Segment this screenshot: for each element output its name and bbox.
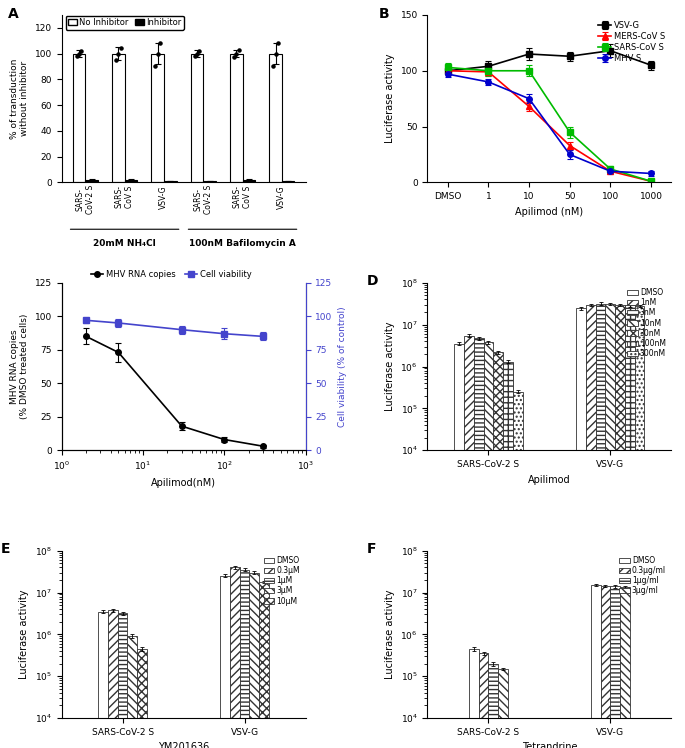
Text: 20mM NH₄Cl: 20mM NH₄Cl (93, 239, 156, 248)
Bar (469, 649, 479, 748)
Point (273, 37, 284, 49)
Y-axis label: % of transduction
without inhibitor: % of transduction without inhibitor (10, 58, 29, 139)
Bar (493, 352, 503, 748)
Legend: DMSO, 1nM, 3nM, 10nM, 30nM, 100nM, 300nM: DMSO, 1nM, 3nM, 10nM, 30nM, 100nM, 300nM (625, 286, 667, 360)
Y-axis label: Luciferase activity: Luciferase activity (385, 54, 395, 144)
Bar (190, 54, 203, 183)
Bar (282, 181, 295, 183)
Bar (454, 344, 464, 748)
Point (155, 37, 166, 49)
Text: D: D (366, 275, 378, 289)
Bar (610, 586, 620, 748)
Point (76, 45, 87, 57)
Bar (635, 306, 645, 748)
Legend: DMSO, 0.3μg/ml, 1μg/ml, 3μg/ml: DMSO, 0.3μg/ml, 1μg/ml, 3μg/ml (617, 554, 667, 597)
Bar (125, 180, 137, 183)
Bar (620, 587, 630, 748)
Legend: DMSO, 0.3μM, 1μM, 3μM, 10μM: DMSO, 0.3μM, 1μM, 3μM, 10μM (262, 554, 301, 607)
Point (192, 48, 203, 60)
Bar (137, 649, 147, 748)
X-axis label: Tetrandrine: Tetrandrine (521, 742, 577, 748)
Bar (118, 613, 127, 748)
Point (189, 50, 200, 62)
Point (150, 61, 161, 73)
X-axis label: Apilimod: Apilimod (528, 474, 571, 485)
Bar (464, 336, 474, 748)
Bar (576, 308, 586, 748)
Point (113, 48, 124, 60)
Bar (86, 180, 98, 183)
Text: B: B (379, 7, 389, 21)
Bar (498, 669, 508, 748)
X-axis label: YM201636: YM201636 (158, 742, 209, 748)
Bar (203, 181, 216, 183)
Bar (591, 585, 601, 748)
Text: A: A (8, 7, 18, 21)
Bar (230, 54, 242, 183)
Point (233, 43, 244, 55)
Bar (513, 392, 523, 748)
Bar (479, 654, 488, 748)
Bar (484, 343, 493, 748)
Point (73, 48, 84, 60)
Point (71, 50, 82, 62)
Bar (108, 610, 118, 748)
X-axis label: Apilimod (nM): Apilimod (nM) (515, 206, 584, 217)
Y-axis label: Luciferase activity: Luciferase activity (385, 589, 395, 679)
Bar (488, 663, 498, 748)
Legend: No Inhibitor, Inhibitor: No Inhibitor, Inhibitor (66, 16, 184, 30)
Bar (625, 305, 635, 748)
Point (152, 48, 163, 60)
Bar (596, 304, 606, 748)
Point (110, 54, 121, 66)
Bar (230, 567, 240, 748)
Y-axis label: Cell viability (% of control): Cell viability (% of control) (338, 306, 347, 427)
Bar (164, 181, 177, 183)
Bar (242, 180, 255, 183)
Bar (586, 304, 596, 748)
Point (228, 52, 239, 64)
Text: E: E (1, 542, 10, 557)
Y-axis label: MHV RNA copies
(% DMSO treated cells): MHV RNA copies (% DMSO treated cells) (10, 314, 29, 419)
Bar (269, 54, 282, 183)
Bar (606, 304, 615, 748)
Bar (127, 637, 137, 748)
Text: 100nM Bafilomycin A: 100nM Bafilomycin A (189, 239, 296, 248)
Point (268, 61, 279, 73)
Bar (615, 304, 625, 748)
Text: F: F (366, 542, 376, 557)
Bar (220, 576, 230, 748)
Bar (259, 582, 269, 748)
Bar (601, 586, 610, 748)
Legend: MHV RNA copies, Cell viability: MHV RNA copies, Cell viability (87, 267, 256, 283)
Bar (112, 54, 125, 183)
Point (270, 48, 281, 60)
Bar (151, 54, 164, 183)
Y-axis label: Luciferase activity: Luciferase activity (385, 322, 395, 411)
Bar (474, 338, 484, 748)
Point (115, 43, 126, 55)
Bar (249, 572, 259, 748)
Bar (503, 362, 513, 748)
Point (194, 45, 205, 57)
Point (231, 48, 242, 60)
Bar (73, 54, 86, 183)
X-axis label: Apilimod(nM): Apilimod(nM) (151, 478, 216, 488)
Y-axis label: Luciferase activity: Luciferase activity (19, 589, 29, 679)
Legend: VSV-G, MERS-CoV S, SARS-CoV S, MHV S: VSV-G, MERS-CoV S, SARS-CoV S, MHV S (597, 19, 667, 65)
Bar (240, 570, 249, 748)
Bar (98, 612, 108, 748)
